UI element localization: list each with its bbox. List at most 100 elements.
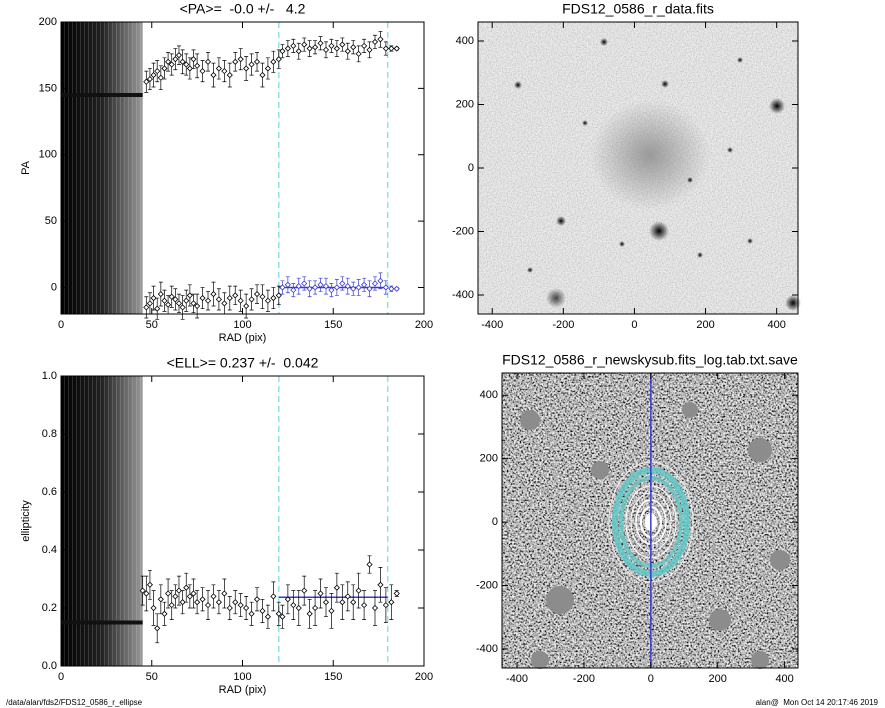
point (355, 587, 362, 594)
point (194, 302, 201, 310)
x-tick-label: 200 (415, 319, 433, 331)
point (210, 593, 217, 600)
point (350, 44, 357, 51)
point (168, 602, 175, 609)
point (388, 45, 395, 52)
point (355, 284, 362, 291)
point (199, 295, 206, 302)
point (275, 56, 282, 63)
chart-title: <PA>= -0.0 +/- 4.2 (180, 1, 306, 17)
point (237, 602, 244, 609)
y-tick-label: -200 (452, 225, 474, 237)
radial-band-stripes (61, 376, 143, 666)
point (154, 625, 161, 632)
point (190, 56, 197, 63)
point (199, 596, 206, 603)
point (253, 596, 261, 603)
sky-image (478, 22, 801, 314)
point (275, 610, 282, 617)
point (270, 58, 277, 65)
point (270, 593, 277, 600)
y-tick-label: 50 (45, 215, 57, 227)
point (306, 610, 313, 617)
point (154, 305, 161, 312)
x-tick-label: 200 (709, 673, 727, 685)
point (204, 58, 212, 65)
y-tick-label: 200 (39, 16, 57, 28)
x-tick-label: 150 (324, 319, 342, 331)
point (190, 590, 197, 597)
point (194, 599, 201, 606)
point (243, 302, 250, 310)
footer-right: alan@ Mon Oct 14 20:17:46 2019 (756, 698, 879, 707)
y-tick-label: 0.0 (42, 660, 57, 672)
point (154, 68, 161, 75)
point (210, 291, 217, 298)
point (243, 604, 250, 612)
point (175, 300, 183, 307)
point (168, 293, 175, 300)
point (371, 604, 379, 612)
point (157, 596, 164, 603)
point (248, 61, 255, 68)
y-tick-label: 0.4 (42, 544, 57, 556)
point (388, 285, 395, 292)
point (306, 285, 313, 292)
point (328, 42, 335, 49)
point (139, 587, 146, 594)
point (312, 284, 319, 291)
point (275, 292, 282, 299)
point (344, 283, 351, 290)
point (199, 68, 206, 75)
point (355, 50, 362, 57)
point (259, 293, 266, 300)
point (290, 287, 297, 294)
x-tick-label: 0 (648, 673, 654, 685)
point (248, 296, 255, 303)
point (161, 610, 168, 617)
y-axis-label: ellipticity (20, 500, 32, 542)
point (243, 65, 250, 72)
y-tick-label: 0.8 (42, 428, 57, 440)
x-tick-label: -400 (481, 319, 503, 331)
point (237, 56, 244, 63)
point (301, 587, 308, 594)
point (312, 604, 319, 612)
point (221, 300, 228, 307)
point (259, 72, 266, 79)
point (221, 68, 228, 75)
point (366, 561, 373, 568)
x-tick-label: 50 (146, 319, 158, 331)
y-tick-label: 100 (39, 149, 57, 161)
point (259, 607, 266, 614)
point (204, 602, 212, 609)
point (312, 44, 319, 51)
point (264, 613, 271, 620)
x-tick-label: 150 (324, 671, 342, 683)
y-tick-label: 0.6 (42, 486, 57, 498)
footer-left: /data/alan/fds2/FDS12_0586_r_ellipse (6, 698, 143, 707)
y-tick-label: 1.0 (42, 370, 57, 382)
point (165, 301, 172, 308)
point (371, 38, 379, 45)
point (194, 62, 201, 69)
point (388, 599, 395, 606)
point (215, 296, 222, 303)
point (215, 65, 222, 72)
point (295, 604, 302, 612)
point (377, 277, 384, 284)
point (295, 48, 302, 55)
x-tick-label: 100 (233, 671, 251, 683)
point (232, 58, 239, 65)
point (393, 285, 400, 292)
point (333, 45, 340, 52)
x-tick-label: 50 (146, 671, 158, 683)
point (344, 593, 351, 600)
point (350, 599, 357, 606)
point (204, 297, 212, 304)
point (295, 283, 302, 290)
point (361, 602, 368, 609)
point (232, 599, 239, 606)
point (382, 45, 389, 52)
